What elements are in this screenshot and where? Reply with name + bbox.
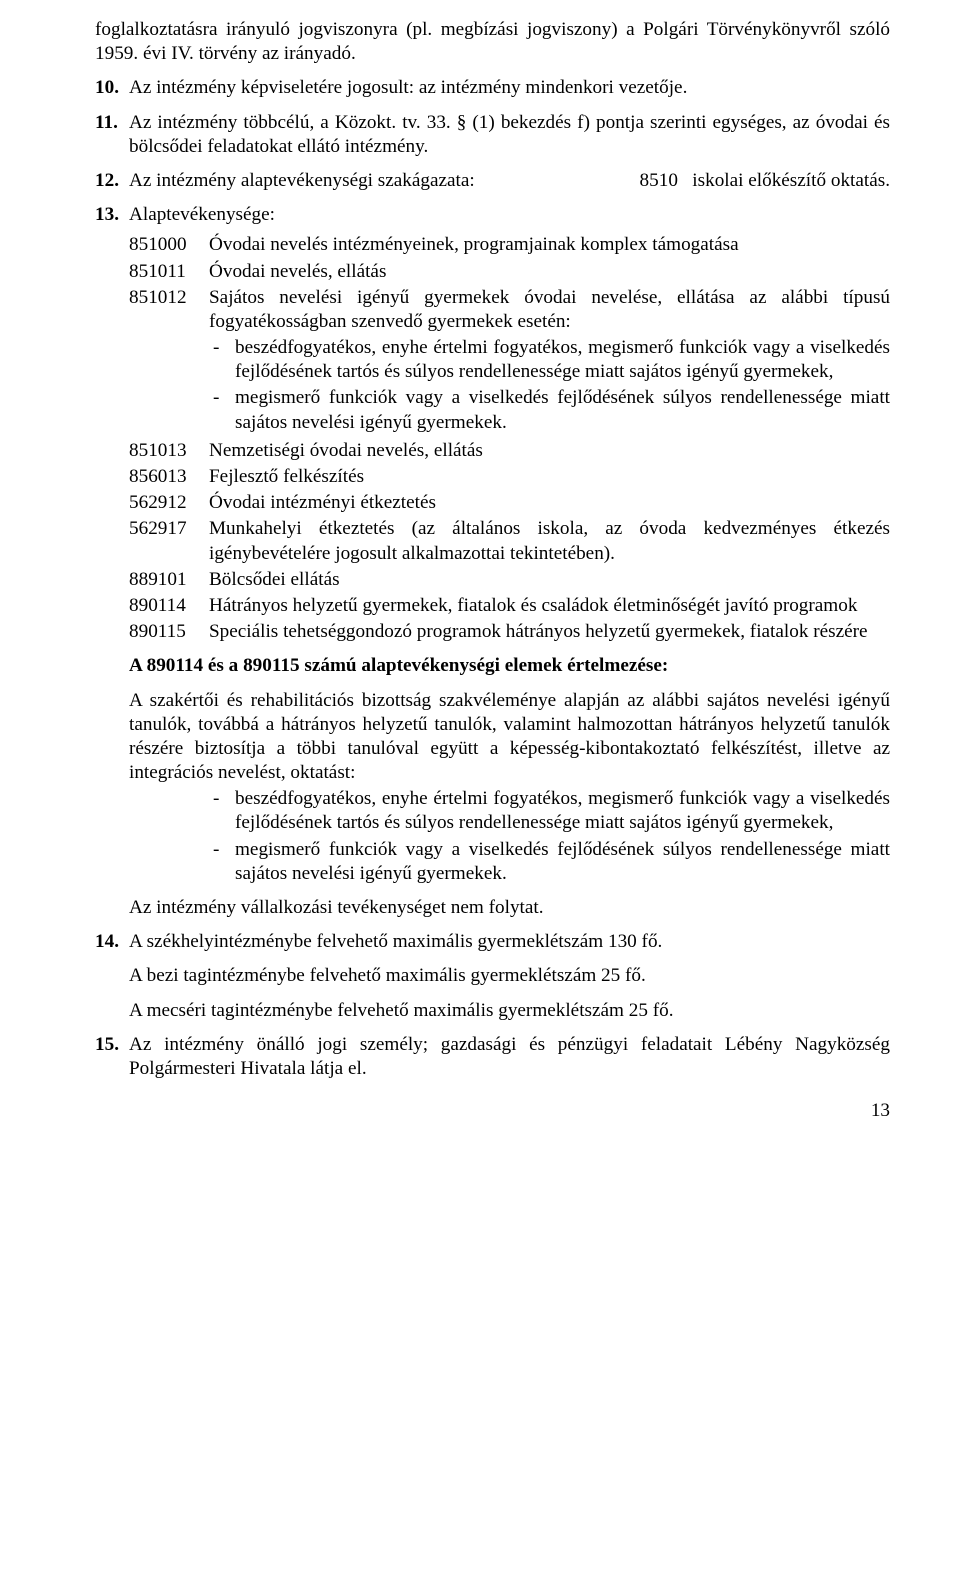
item-body: Az intézmény önálló jogi személy; gazdas…: [129, 1033, 890, 1081]
page-number: 13: [95, 1099, 890, 1123]
activity-code: 851012: [129, 286, 209, 437]
activity-desc: Sajátos nevelési igényű gyermekek óvodai…: [209, 286, 890, 437]
item-14-sub: A mecséri tagintézménybe felvehető maxim…: [129, 999, 890, 1023]
activity-desc: Munkahelyi étkeztetés (az általános isko…: [209, 517, 890, 565]
item-number: 12.: [95, 169, 129, 193]
dash-list: - beszédfogyatékos, enyhe értelmi fogyat…: [209, 787, 890, 886]
activity-desc: Nemzetiségi óvodai nevelés, ellátás: [209, 439, 890, 463]
list-item-text: beszédfogyatékos, enyhe értelmi fogyaték…: [235, 787, 890, 835]
activity-code: 562912: [129, 491, 209, 515]
item-13: 13. Alaptevékenysége:: [95, 203, 890, 227]
activity-code: 890114: [129, 594, 209, 618]
activity-code: 856013: [129, 465, 209, 489]
table-row: 890114 Hátrányos helyzetű gyermekek, fia…: [129, 594, 890, 618]
paragraph-continuation: foglalkoztatásra irányuló jogviszonyra (…: [95, 18, 890, 66]
list-item-text: megismerő funkciók vagy a viselkedés fej…: [235, 386, 890, 434]
item-number: 10.: [95, 76, 129, 100]
activity-code: 562917: [129, 517, 209, 565]
table-row: 890115 Speciális tehetséggondozó program…: [129, 620, 890, 644]
list-item-text: megismerő funkciók vagy a viselkedés fej…: [235, 838, 890, 886]
list-item: - megismerő funkciók vagy a viselkedés f…: [209, 386, 890, 434]
item-11: 11. Az intézmény többcélú, a Közokt. tv.…: [95, 111, 890, 159]
activity-code: 851013: [129, 439, 209, 463]
table-row: 562917 Munkahelyi étkeztetés (az általán…: [129, 517, 890, 565]
table-row: 562912 Óvodai intézményi étkeztetés: [129, 491, 890, 515]
activity-code: 889101: [129, 568, 209, 592]
activity-codes-table: 851000 Óvodai nevelés intézményeinek, pr…: [129, 233, 890, 644]
list-item: - beszédfogyatékos, enyhe értelmi fogyat…: [209, 787, 890, 835]
dash-bullet: -: [209, 838, 235, 886]
item-body: Az intézmény alaptevékenységi szakágazat…: [129, 169, 890, 193]
activity-desc: Óvodai nevelés intézményeinek, programja…: [209, 233, 890, 257]
interpretation-heading: A 890114 és a 890115 számú alaptevékenys…: [129, 654, 890, 678]
item-10: 10. Az intézmény képviseletére jogosult:…: [95, 76, 890, 100]
table-row: 851000 Óvodai nevelés intézményeinek, pr…: [129, 233, 890, 257]
table-row: 889101 Bölcsődei ellátás: [129, 568, 890, 592]
item-body: Alaptevékenysége:: [129, 203, 890, 227]
item-12-label: Az intézmény alaptevékenységi szakágazat…: [129, 169, 475, 193]
item-12-value: 8510 iskolai előkészítő oktatás.: [640, 169, 890, 193]
item-number: 14.: [95, 930, 129, 954]
dash-bullet: -: [209, 386, 235, 434]
dash-bullet: -: [209, 787, 235, 835]
dash-bullet: -: [209, 336, 235, 384]
list-item: - beszédfogyatékos, enyhe értelmi fogyat…: [209, 336, 890, 384]
table-row: 851012 Sajátos nevelési igényű gyermekek…: [129, 286, 890, 437]
document-page: foglalkoztatásra irányuló jogviszonyra (…: [0, 0, 960, 1153]
item-body: A székhelyintézménybe felvehető maximáli…: [129, 930, 890, 954]
table-row: 856013 Fejlesztő felkészítés: [129, 465, 890, 489]
table-row: 851011 Óvodai nevelés, ellátás: [129, 260, 890, 284]
activity-code: 851000: [129, 233, 209, 257]
item-number: 15.: [95, 1033, 129, 1081]
item-14-sub: A bezi tagintézménybe felvehető maximáli…: [129, 964, 890, 988]
item-14: 14. A székhelyintézménybe felvehető maxi…: [95, 930, 890, 954]
activity-desc: Óvodai nevelés, ellátás: [209, 260, 890, 284]
activity-code: 851011: [129, 260, 209, 284]
item-number: 11.: [95, 111, 129, 159]
interpretation-paragraph: A szakértői és rehabilitációs bizottság …: [129, 689, 890, 887]
activity-desc: Fejlesztő felkészítés: [209, 465, 890, 489]
item-12: 12. Az intézmény alaptevékenységi szakág…: [95, 169, 890, 193]
dash-list: - beszédfogyatékos, enyhe értelmi fogyat…: [209, 336, 890, 435]
item-15: 15. Az intézmény önálló jogi személy; ga…: [95, 1033, 890, 1081]
closing-statement: Az intézmény vállalkozási tevékenységet …: [129, 896, 890, 920]
activity-desc: Speciális tehetséggondozó programok hátr…: [209, 620, 890, 644]
activity-desc: Óvodai intézményi étkeztetés: [209, 491, 890, 515]
table-row: 851013 Nemzetiségi óvodai nevelés, ellát…: [129, 439, 890, 463]
list-item: - megismerő funkciók vagy a viselkedés f…: [209, 838, 890, 886]
item-number: 13.: [95, 203, 129, 227]
item-body: Az intézmény többcélú, a Közokt. tv. 33.…: [129, 111, 890, 159]
activity-desc: Hátrányos helyzetű gyermekek, fiatalok é…: [209, 594, 890, 618]
activity-code: 890115: [129, 620, 209, 644]
interpretation-text: A szakértői és rehabilitációs bizottság …: [129, 690, 890, 784]
list-item-text: beszédfogyatékos, enyhe értelmi fogyaték…: [235, 336, 890, 384]
activity-desc: Bölcsődei ellátás: [209, 568, 890, 592]
item-body: Az intézmény képviseletére jogosult: az …: [129, 76, 890, 100]
activity-desc-text: Sajátos nevelési igényű gyermekek óvodai…: [209, 287, 890, 332]
